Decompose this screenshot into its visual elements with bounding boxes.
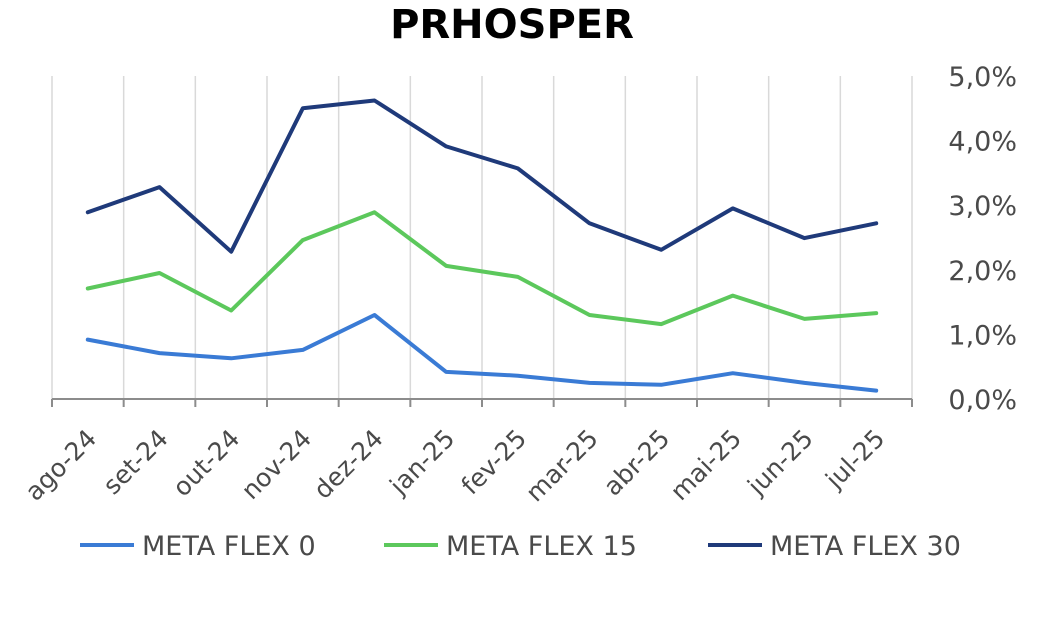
series-line xyxy=(85,98,879,254)
legend-label: META FLEX 0 xyxy=(142,531,316,562)
x-tick-label: abr-25 xyxy=(598,424,676,502)
legend: META FLEX 0 META FLEX 15 META FLEX 30 xyxy=(80,531,961,562)
x-tick-label: out-24 xyxy=(167,424,245,502)
gridlines xyxy=(51,76,913,399)
y-tick-label: 2,0% xyxy=(948,256,1017,287)
y-tick-label: 1,0% xyxy=(948,320,1017,351)
series-line xyxy=(85,313,879,393)
y-tick-label: 3,0% xyxy=(948,191,1017,222)
chart-title: PRHOSPER xyxy=(390,2,634,48)
y-tick-label: 0,0% xyxy=(948,385,1017,416)
legend-label: META FLEX 15 xyxy=(446,531,637,562)
y-tick-label: 5,0% xyxy=(948,62,1017,93)
legend-label: META FLEX 30 xyxy=(770,531,961,562)
x-tick-label: nov-24 xyxy=(236,424,317,505)
x-tick-label: set-24 xyxy=(97,424,173,500)
x-tick-label: mar-25 xyxy=(520,424,604,508)
x-axis-tick-labels: ago-24set-24out-24nov-24dez-24jan-25fev-… xyxy=(19,424,890,508)
x-tick-label: jan-25 xyxy=(383,424,460,501)
series-line xyxy=(85,210,879,327)
x-tick-label: mai-25 xyxy=(665,424,747,506)
x-tick-label: ago-24 xyxy=(19,424,102,507)
y-axis-tick-labels: 0,0% 1,0% 2,0% 3,0% 4,0% 5,0% xyxy=(948,62,1017,416)
x-tick-label: jun-25 xyxy=(741,424,818,501)
series-lines xyxy=(85,98,879,393)
x-axis xyxy=(51,398,913,407)
x-tick-label: fev-25 xyxy=(456,424,532,500)
x-tick-label: jul-25 xyxy=(819,424,890,495)
x-tick-label: dez-24 xyxy=(308,424,389,505)
y-tick-label: 4,0% xyxy=(948,127,1017,158)
